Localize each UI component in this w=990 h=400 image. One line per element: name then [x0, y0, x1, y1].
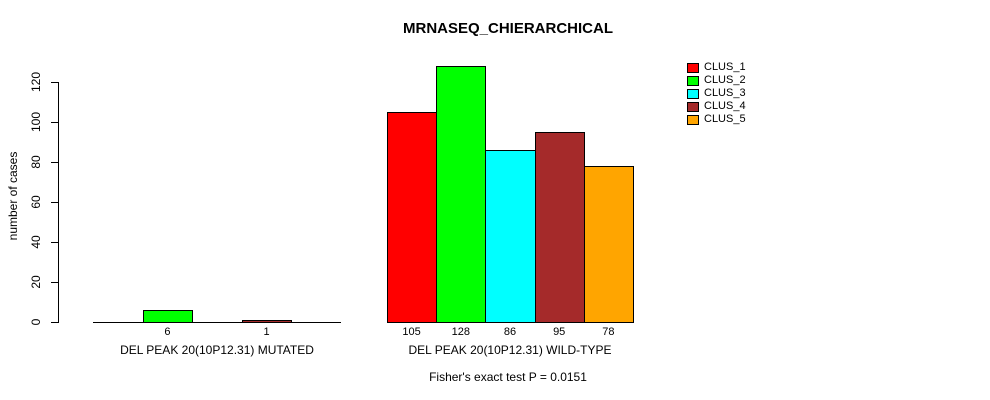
y-axis-tick [51, 162, 59, 163]
y-tick-label: 60 [29, 195, 43, 209]
chart-title: MRNASEQ_CHIERARCHICAL [402, 20, 614, 37]
legend-swatch-clus_3 [687, 89, 699, 99]
legend-label: CLUS_3 [704, 87, 746, 99]
group-axis-label: DEL PEAK 20(10P12.31) WILD-TYPE [408, 343, 612, 357]
bar-value-label: 95 [553, 326, 566, 338]
bar-value-label: 128 [451, 326, 470, 338]
y-tick-label: 100 [29, 111, 43, 133]
y-tick-label: 120 [29, 71, 43, 93]
bar-value-label: 1 [263, 326, 270, 338]
bar-value-label: 86 [503, 326, 517, 338]
bar-clus_2 [436, 66, 487, 323]
bar-value-label: 78 [602, 326, 615, 338]
bar-clus_1 [387, 112, 438, 323]
legend-swatch-clus_4 [687, 102, 699, 112]
y-axis-tick [51, 82, 59, 83]
bar-clus_2 [142, 310, 194, 323]
fisher-test-annotation: Fisher's exact test P = 0.0151 [429, 370, 587, 384]
bar-value-label: 105 [402, 326, 421, 338]
legend-label: CLUS_4 [704, 100, 746, 112]
legend-label: CLUS_1 [704, 61, 746, 73]
legend-swatch-clus_2 [687, 76, 699, 86]
legend-swatch-clus_1 [687, 63, 699, 73]
legend-label: CLUS_5 [704, 113, 746, 125]
y-tick-label: 40 [29, 235, 43, 249]
y-tick-label: 20 [29, 275, 43, 289]
bar-clus_4 [534, 132, 585, 323]
y-tick-label: 80 [29, 155, 43, 169]
legend-swatch-clus_5 [687, 115, 699, 125]
bar-clus_3 [485, 150, 536, 323]
legend-label: CLUS_2 [704, 74, 746, 86]
bar-clus_5 [583, 166, 634, 323]
y-axis-title: number of cases [6, 151, 20, 241]
y-axis-tick [51, 122, 59, 123]
y-axis-tick [51, 242, 59, 243]
bar-value-label: 6 [164, 326, 171, 338]
y-tick-label: 0 [29, 318, 43, 326]
y-axis-tick [51, 202, 59, 203]
y-axis-tick [51, 282, 59, 283]
y-axis-tick [51, 322, 59, 323]
bar-clus_4 [241, 320, 293, 323]
x-axis-baseline [93, 322, 341, 323]
group-axis-label: DEL PEAK 20(10P12.31) MUTATED [120, 343, 314, 357]
